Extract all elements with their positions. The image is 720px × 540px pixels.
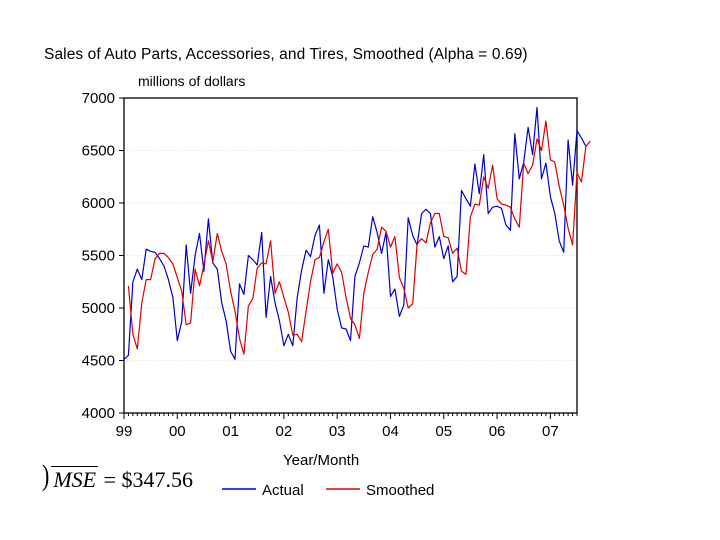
y-tick-label: 4500 bbox=[82, 353, 115, 370]
legend-label-smoothed: Smoothed bbox=[366, 482, 434, 499]
y-tick-label: 5500 bbox=[82, 248, 115, 265]
x-tick-label: 04 bbox=[382, 423, 399, 440]
y-tick-label: 5000 bbox=[82, 300, 115, 317]
y-axis-label: millions of dollars bbox=[138, 73, 246, 89]
x-tick-label: 03 bbox=[329, 423, 346, 440]
mse-value: = $347.56 bbox=[103, 467, 194, 492]
x-tick-label: 05 bbox=[435, 423, 452, 440]
y-tick-label: 4000 bbox=[82, 405, 115, 422]
y-tick-label: 7000 bbox=[82, 90, 115, 107]
series-line-actual bbox=[123, 106, 587, 360]
x-tick-label: 00 bbox=[169, 423, 186, 440]
y-tick-label: 6000 bbox=[82, 195, 115, 212]
series-line-smoothed bbox=[127, 120, 591, 355]
y-tick-label: 6500 bbox=[82, 143, 115, 160]
radical-sign: ) bbox=[42, 457, 50, 492]
x-axis-label: Year/Month bbox=[283, 452, 360, 469]
mse-annotation: ) MSE = $347.56 bbox=[42, 458, 194, 493]
mse-label: MSE bbox=[51, 466, 99, 492]
x-tick-label: 07 bbox=[542, 423, 559, 440]
x-tick-label: 01 bbox=[222, 423, 239, 440]
chart-title: Sales of Auto Parts, Accessories, and Ti… bbox=[44, 46, 528, 63]
x-tick-label: 06 bbox=[489, 423, 506, 440]
x-tick-label: 99 bbox=[116, 423, 133, 440]
x-tick-label: 02 bbox=[276, 423, 293, 440]
legend-label-actual: Actual bbox=[262, 482, 304, 499]
plot-frame bbox=[123, 97, 578, 414]
